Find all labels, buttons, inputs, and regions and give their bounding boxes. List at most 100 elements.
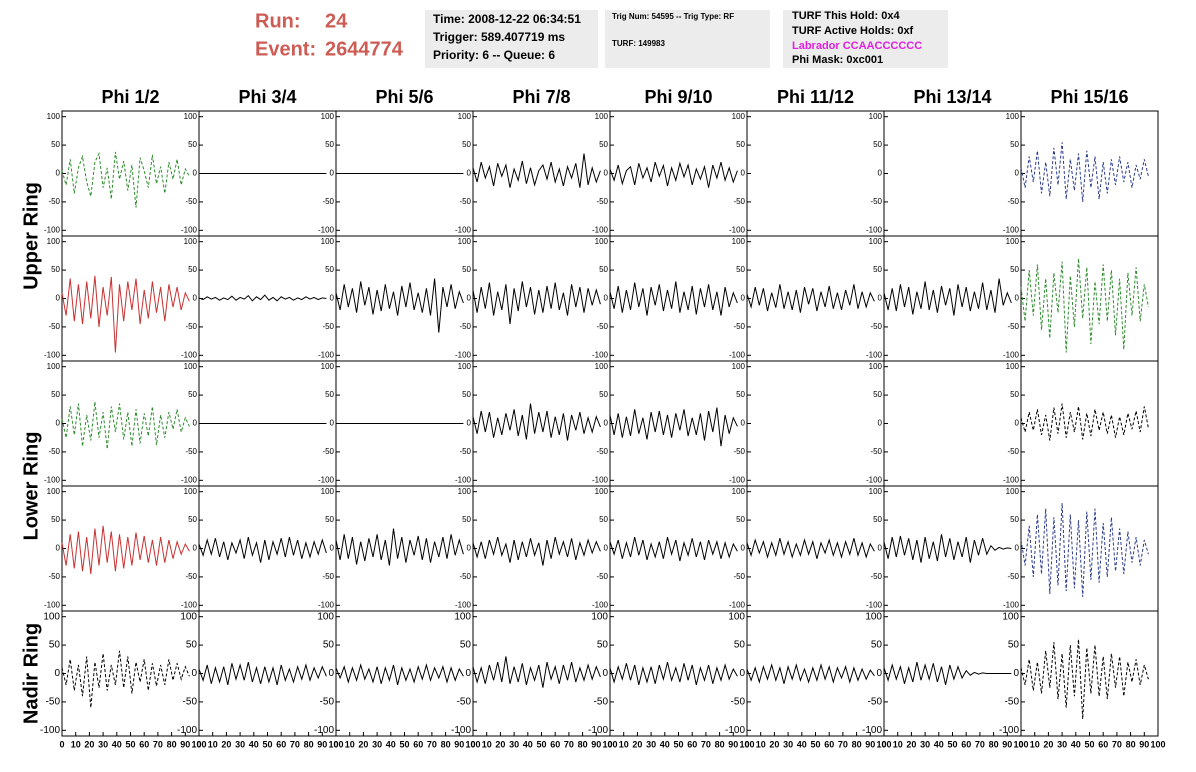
trig-num: Trig Num: 54595 -- Trig Type: RF [612,12,734,21]
y-tick-label: 100 [184,487,198,496]
x-tick-label: 100 [1150,739,1165,749]
y-tick-label: 0 [1015,294,1020,303]
x-tick-label: 90 [865,739,875,749]
y-tick-label: 100 [321,362,335,371]
y-tick-label: -100 [318,225,335,234]
y-tick-label: 50 [873,265,882,274]
x-tick-label: 10 [893,739,903,749]
x-tick-label: 20 [632,739,642,749]
y-tick-label: -100 [44,600,61,609]
x-tick-label: 50 [262,739,272,749]
x-tick-label: 90 [591,739,601,749]
x-tick-label: 40 [797,739,807,749]
y-tick-label: -50 [185,197,197,206]
y-tick-label: -100 [44,475,61,484]
y-tick-label: 0 [878,419,883,428]
waveform [746,663,875,684]
panel-frame [883,360,1022,487]
y-tick-label: 100 [595,362,609,371]
waveform [472,536,601,566]
x-tick-label: 30 [372,739,382,749]
y-tick-label: 50 [1010,265,1019,274]
y-tick-label: -50 [733,572,745,581]
y-tick-label: 0 [878,169,883,178]
x-tick-label: 100 [602,739,617,749]
x-tick-label: 100 [465,739,480,749]
y-tick-label: -50 [731,697,746,708]
y-tick-label: 100 [869,237,883,246]
turf-hold: TURF This Hold: 0x4 [792,10,900,22]
panel-frame [472,485,611,612]
y-tick-label: 50 [599,515,608,524]
x-tick-label: 10 [208,739,218,749]
panel-frame [472,110,611,237]
waveform [1020,502,1149,597]
x-tick-label: 10 [619,739,629,749]
y-tick-label: 100 [47,362,61,371]
y-tick-label: 100 [43,611,60,622]
waveform [746,284,875,313]
x-tick-label: 20 [221,739,231,749]
y-tick-label: -50 [183,697,198,708]
x-tick-label: 0 [470,739,475,749]
y-tick-label: 100 [458,362,472,371]
y-tick-label: 100 [732,487,746,496]
y-tick-label: -50 [459,572,471,581]
ring-label: Nadir Ring [20,623,42,724]
y-tick-label: 100 [184,237,198,246]
y-tick-label: -100 [592,225,609,234]
y-tick-label: -50 [46,697,61,708]
x-tick-label: 70 [701,739,711,749]
y-tick-label: -50 [596,447,608,456]
y-tick-label: 0 [330,419,335,428]
x-tick-label: 90 [317,739,327,749]
y-tick-label: -100 [729,475,746,484]
y-tick-label: 0 [54,668,60,679]
x-tick-label: 80 [578,739,588,749]
x-tick-label: 50 [810,739,820,749]
waveform [61,525,190,575]
x-tick-label: 10 [482,739,492,749]
y-tick-label: -100 [44,225,61,234]
panel-frame [61,610,200,737]
y-tick-label: 0 [1015,419,1020,428]
x-tick-label: 80 [167,739,177,749]
y-tick-label: -100 [181,475,198,484]
waveform [883,661,1012,686]
panel-frame [1020,235,1159,362]
y-tick-label: 0 [465,668,471,679]
y-tick-label: 50 [51,390,60,399]
y-tick-label: 0 [467,544,472,553]
x-tick-label: 80 [989,739,999,749]
x-tick-label: 20 [906,739,916,749]
waveform [472,403,601,441]
y-tick-label: 50 [599,390,608,399]
waveform [609,407,738,447]
y-tick-label: -50 [322,572,334,581]
y-tick-label: 0 [330,169,335,178]
y-tick-label: 0 [739,668,745,679]
y-tick-label: -50 [48,572,60,581]
y-tick-label: -50 [322,322,334,331]
y-tick-label: 0 [1015,169,1020,178]
y-tick-label: -100 [729,600,746,609]
x-tick-label: 100 [191,739,206,749]
waveform [335,528,464,566]
y-tick-label: 0 [193,169,198,178]
y-tick-label: 100 [180,611,197,622]
column-label: Phi 13/14 [913,87,991,107]
y-tick-label: 0 [56,294,61,303]
y-tick-label: -50 [596,322,608,331]
event-label: Event: [255,38,316,60]
column-label: Phi 1/2 [101,87,159,107]
y-tick-label: 0 [878,544,883,553]
y-tick-label: 50 [49,640,61,651]
waveform [61,275,190,353]
x-tick-label: 70 [564,739,574,749]
x-tick-label: 90 [728,739,738,749]
y-tick-label: 50 [188,515,197,524]
y-tick-label: -100 [1003,350,1020,359]
panel-frame [1020,360,1159,487]
waveform [472,281,601,325]
y-tick-label: 100 [317,611,334,622]
